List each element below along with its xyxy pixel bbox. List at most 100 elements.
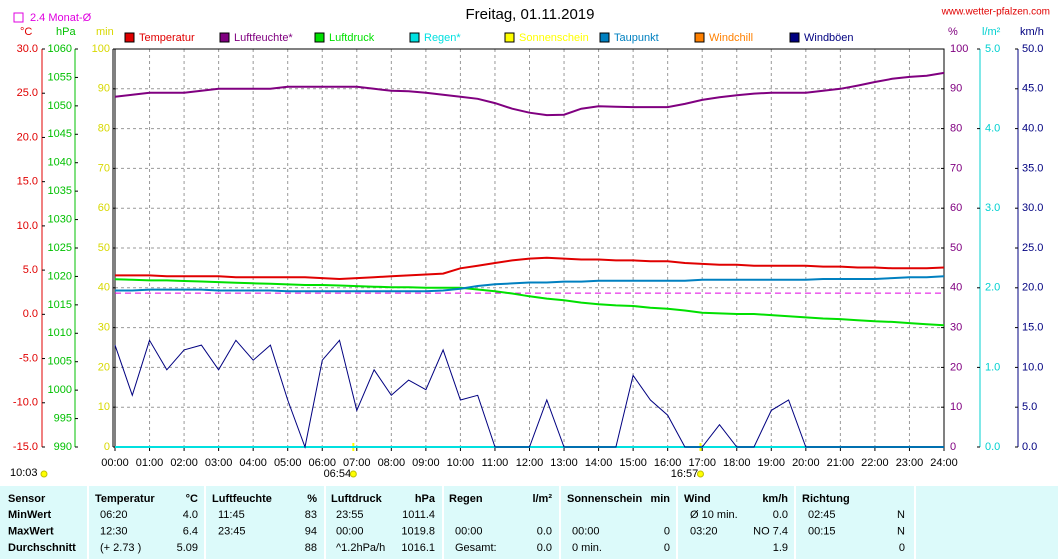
source: www.wetter-pfalzen.com [941,7,1050,18]
y-tick-label: 1015 [48,299,72,311]
legend-swatch [789,32,800,43]
y-tick-label: 20 [98,361,110,373]
y-tick-label: -15.0 [13,441,38,453]
table-cell: 1019.8 [401,525,435,537]
table-header: Wind [684,493,711,505]
reference-label: 2.4 Monat-Ø [30,12,92,24]
axis-title: °C [20,26,32,38]
y-tick-label: 40 [950,282,962,294]
table-cell: 03:20 [690,525,718,537]
x-tick-label: 09:00 [412,457,440,469]
table-cell: 02:45 [808,509,836,521]
y-tick-label: 30.0 [1022,202,1043,214]
y-tick-label: 20.0 [17,131,38,143]
table-cell: ^1.2hPa/h [336,542,385,554]
sun-icon [696,470,704,478]
series-line [114,278,945,327]
legend-swatch [599,32,610,43]
table-cell: NO 7.4 [753,525,788,537]
x-tick-label: 16:00 [654,457,682,469]
y-tick-label: 50 [950,242,962,254]
y-tick-label: 1035 [48,185,72,197]
x-tick-label: 13:00 [550,457,578,469]
table-cell: 94 [305,525,317,537]
legend-swatch [124,32,135,43]
y-tick-label: 1005 [48,356,72,368]
table-cell: 0 [664,525,670,537]
y-tick-label: 1020 [48,270,72,282]
x-tick-label: 01:00 [136,457,164,469]
y-tick-label: 3.0 [985,202,1000,214]
y-tick-label: 5.0 [1022,401,1037,413]
x-tick-label: 06:00 [308,457,336,469]
table-cell: 0 min. [572,542,602,554]
table-cell: N [897,525,905,537]
y-tick-label: 0.0 [1022,441,1037,453]
table-cell: Gesamt: [455,542,497,554]
table-cell: 23:45 [218,525,246,537]
legend-swatch [314,32,325,43]
x-tick-label: 22:00 [861,457,889,469]
table-header: Sensor [8,493,46,505]
table-cell: 0 [664,542,670,554]
y-tick-label: 80 [950,123,962,135]
y-tick-label: 4.0 [985,123,1000,135]
axis-title: hPa [56,26,76,38]
y-tick-label: 100 [950,43,968,55]
y-tick-label: 5.0 [23,264,38,276]
chart-title: Freitag, 01.11.2019 [466,6,595,23]
annotation: 06:54 [324,468,352,480]
legend-label: Luftdruck [329,32,375,44]
table-cell: 83 [305,509,317,521]
y-tick-label: 10 [950,401,962,413]
y-tick-label: 10.0 [17,220,38,232]
x-tick-label: 15:00 [619,457,647,469]
x-tick-label: 17:00 [688,457,716,469]
table-cell: N [897,509,905,521]
y-tick-label: 0 [950,441,956,453]
table-header: l/m² [532,493,552,505]
x-tick-label: 03:00 [205,457,233,469]
x-tick-label: 19:00 [758,457,786,469]
table-cell: 0 [899,542,905,554]
y-tick-label: 15.0 [1022,322,1043,334]
table-cell: 6.4 [183,525,198,537]
updated: 10:03 [10,467,38,479]
axis-title: km/h [1020,26,1044,38]
y-tick-label: 60 [98,202,110,214]
y-tick-label: 20.0 [1022,282,1043,294]
table-header: Regen [449,493,483,505]
legend-label: Windböen [804,32,854,44]
sun-icon [349,470,357,478]
table-cell: 4.0 [183,509,198,521]
table-cell: Ø 10 min. [690,509,738,521]
annotation: 16:57 [671,468,699,480]
table-header: Luftdruck [331,493,383,505]
row-label: Durchschnitt [8,542,76,554]
y-tick-label: 90 [950,83,962,95]
y-tick-label: 100 [92,43,110,55]
y-tick-label: 40 [98,282,110,294]
y-tick-label: 20 [950,361,962,373]
legend-swatch [409,32,420,43]
table-header: min [650,493,670,505]
table-cell: 88 [305,542,317,554]
row-label: MinWert [8,509,52,521]
legend-label: Windchill [709,32,753,44]
y-tick-label: 50 [98,242,110,254]
y-tick-label: 10.0 [1022,361,1043,373]
table-cell: 0.0 [537,525,552,537]
y-tick-label: 45.0 [1022,83,1043,95]
legend-swatch [694,32,705,43]
legend-label: Taupunkt [614,32,659,44]
series-line [115,256,945,281]
y-tick-label: 990 [54,441,72,453]
table-cell: 0.0 [773,509,788,521]
table-header: hPa [415,493,436,505]
y-tick-label: 1040 [48,157,72,169]
y-tick-label: 30.0 [17,43,38,55]
y-tick-label: 1050 [48,100,72,112]
x-tick-label: 11:00 [482,457,509,469]
table-cell: (+ 2.73 ) [100,542,141,554]
table-cell: 00:00 [455,525,483,537]
